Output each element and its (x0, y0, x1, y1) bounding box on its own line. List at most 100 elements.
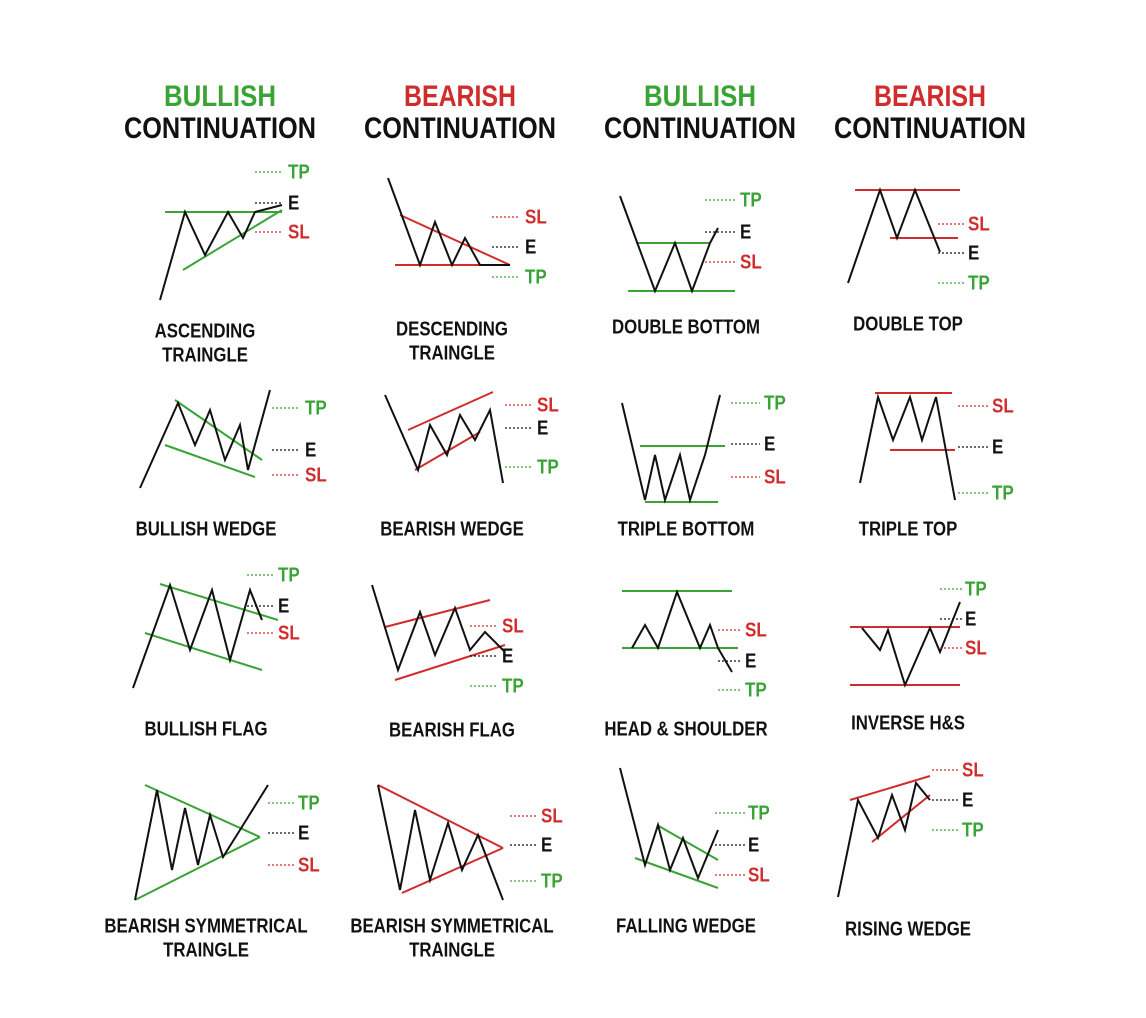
pattern: TP E SL INVERSE H&S (850, 577, 987, 734)
price-path (859, 393, 956, 501)
pattern: SL E TP BEARISH FLAG (371, 584, 524, 741)
level-label: SL (541, 804, 563, 827)
level-label: SL (740, 250, 762, 273)
pattern-name: TRAINGLE (163, 938, 249, 961)
level-label: E (537, 416, 548, 439)
level-label: TP (962, 818, 984, 841)
pattern: TP ESL BULLISH WEDGE (136, 389, 327, 540)
pattern-name: TRIPLE TOP (859, 517, 958, 540)
trend-line (394, 644, 506, 681)
price-path (139, 389, 271, 489)
level-label: SL (278, 621, 300, 644)
level-label: TP (525, 265, 547, 288)
level-label: E (541, 833, 552, 856)
pattern: TP E SL DOUBLE BOTTOM (612, 188, 762, 338)
trend-line (401, 847, 504, 894)
level-label: TP (278, 563, 300, 586)
level-label: SL (745, 618, 767, 641)
pattern-name: BULLISH FLAG (144, 717, 267, 740)
level-label: TP (764, 391, 786, 414)
pattern-name: HEAD & SHOULDER (604, 717, 767, 740)
pattern-name: ASCENDING (155, 319, 256, 342)
level-label: TP (305, 396, 327, 419)
column-sentiment: BEARISH (404, 80, 516, 113)
level-label: E (968, 241, 979, 264)
price-path (387, 177, 510, 268)
pattern-name: BEARISH FLAG (389, 718, 515, 741)
pattern-name: BEARISH SYMMETRICAL (104, 914, 307, 937)
level-label: SL (968, 212, 990, 235)
pattern: SL E TP TRIPLE TOP (859, 392, 1014, 540)
pattern-name: RISING WEDGE (845, 917, 971, 940)
level-label: E (298, 821, 309, 844)
level-label: E (962, 788, 973, 811)
trend-line (174, 399, 263, 461)
level-label: E (745, 649, 756, 672)
column-sentiment: BEARISH (874, 80, 986, 113)
level-label: TP (288, 160, 310, 183)
pattern: TP E SL TRIPLE BOTTOM (618, 391, 786, 540)
level-label: SL (525, 205, 547, 228)
pattern: SL E TP HEAD & SHOULDER (604, 589, 768, 740)
trend-line (182, 209, 283, 271)
pattern-name: FALLING WEDGE (616, 914, 756, 937)
level-label: SL (537, 393, 559, 416)
trend-line (634, 857, 719, 889)
trend-line (384, 599, 491, 628)
trend-line (159, 583, 279, 621)
price-path (837, 780, 931, 898)
level-label: E (965, 607, 976, 630)
pattern-name: TRAINGLE (409, 341, 495, 364)
level-label: SL (748, 863, 770, 886)
level-label: E (305, 438, 316, 461)
column-label: CONTINUATION (604, 112, 796, 145)
pattern: SLE TP BEARISH WEDGE (380, 391, 559, 540)
pattern: TP E SL BULLISH FLAG (132, 563, 300, 740)
trend-line (134, 836, 261, 901)
price-path (631, 589, 733, 673)
level-label: SL (764, 465, 786, 488)
trend-line (144, 784, 261, 838)
price-path (134, 784, 269, 901)
column-label: CONTINUATION (834, 112, 1026, 145)
pattern-name: BULLISH WEDGE (136, 517, 277, 540)
level-label: TP (965, 577, 987, 600)
trend-line (849, 775, 931, 801)
trend-line (164, 444, 256, 478)
trend-line (144, 632, 263, 671)
level-label: SL (992, 394, 1014, 417)
price-path (621, 394, 721, 504)
price-path (371, 584, 506, 674)
pattern-name: TRIPLE BOTTOM (618, 517, 755, 540)
level-label: TP (537, 455, 559, 478)
trend-line (399, 214, 511, 266)
price-path (861, 601, 961, 688)
column-sentiment: BULLISH (164, 80, 276, 113)
pattern-name: DOUBLE TOP (853, 312, 963, 335)
level-label: E (764, 432, 775, 455)
level-label: E (992, 435, 1003, 458)
price-path (619, 767, 719, 881)
level-label: TP (992, 481, 1014, 504)
pattern-name: DOUBLE BOTTOM (612, 315, 760, 338)
column-sentiment: BULLISH (644, 80, 756, 113)
level-label: SL (962, 758, 984, 781)
pattern: SL E TP RISING WEDGE (837, 758, 984, 940)
level-label: E (740, 220, 751, 243)
level-label: TP (745, 678, 767, 701)
price-path (384, 394, 504, 484)
level-label: E (288, 191, 299, 214)
level-label: SL (288, 220, 310, 243)
level-label: TP (298, 791, 320, 814)
level-label: E (278, 594, 289, 617)
price-path (619, 195, 719, 294)
trend-line (407, 391, 494, 431)
level-label: TP (740, 188, 762, 211)
pattern-name: DESCENDING (396, 317, 508, 340)
level-label: TP (541, 869, 563, 892)
